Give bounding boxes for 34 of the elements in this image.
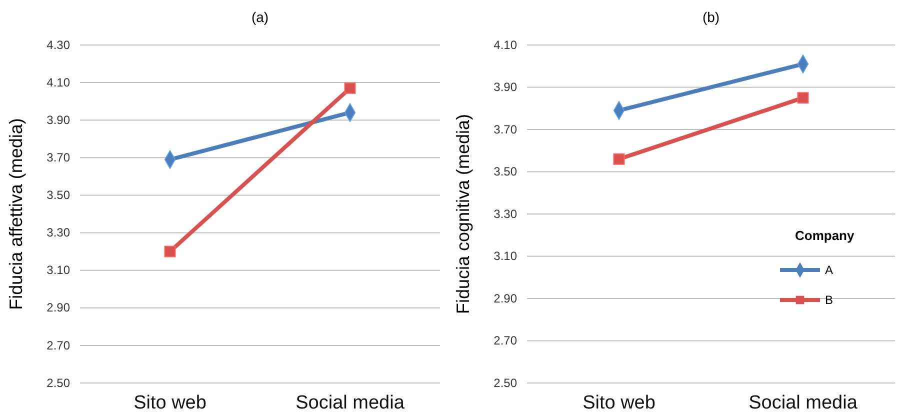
- legend-label: A: [825, 263, 834, 277]
- chart-title: (a): [251, 9, 269, 25]
- y-tick-label: 2.90: [46, 300, 70, 315]
- y-tick-label: 2.50: [46, 376, 70, 390]
- point: [164, 246, 176, 258]
- y-tick-label: 3.70: [494, 122, 518, 136]
- y-tick-label: 3.30: [494, 206, 518, 221]
- x-tick-label: Sito web: [582, 392, 656, 414]
- y-tick-label: 3.90: [494, 80, 518, 94]
- point: [797, 92, 809, 104]
- y-tick-label: 2.90: [494, 291, 518, 306]
- y-tick-label: 4.10: [494, 38, 518, 52]
- y-tick-label: 4.10: [46, 75, 70, 90]
- y-tick-label: 4.30: [46, 38, 70, 52]
- y-tick-label: 3.50: [494, 164, 518, 179]
- chart-title: (b): [702, 9, 720, 25]
- legend-label: B: [825, 293, 834, 307]
- y-tick-label: 2.50: [494, 376, 518, 390]
- y-tick-label: 3.70: [46, 150, 70, 165]
- x-tick-label: Sito web: [134, 392, 206, 414]
- x-tick-label: Social media: [296, 392, 405, 414]
- y-tick-label: 3.90: [46, 112, 70, 127]
- y-tick-label: 2.70: [46, 338, 70, 352]
- y-tick-label: 3.10: [494, 249, 518, 264]
- point: [344, 82, 356, 94]
- point: [613, 153, 625, 165]
- y-tick-label: 3.50: [46, 188, 70, 202]
- y-axis-title: Fiducia affettiva (media): [6, 118, 26, 310]
- x-tick-label: Social media: [748, 392, 858, 414]
- y-tick-label: 3.10: [46, 263, 70, 278]
- y-tick-label: 3.30: [46, 226, 70, 240]
- y-axis-title: Fiducia cognitiva (media): [453, 114, 473, 314]
- legend-title: Company: [795, 228, 855, 243]
- y-tick-label: 2.70: [494, 334, 518, 348]
